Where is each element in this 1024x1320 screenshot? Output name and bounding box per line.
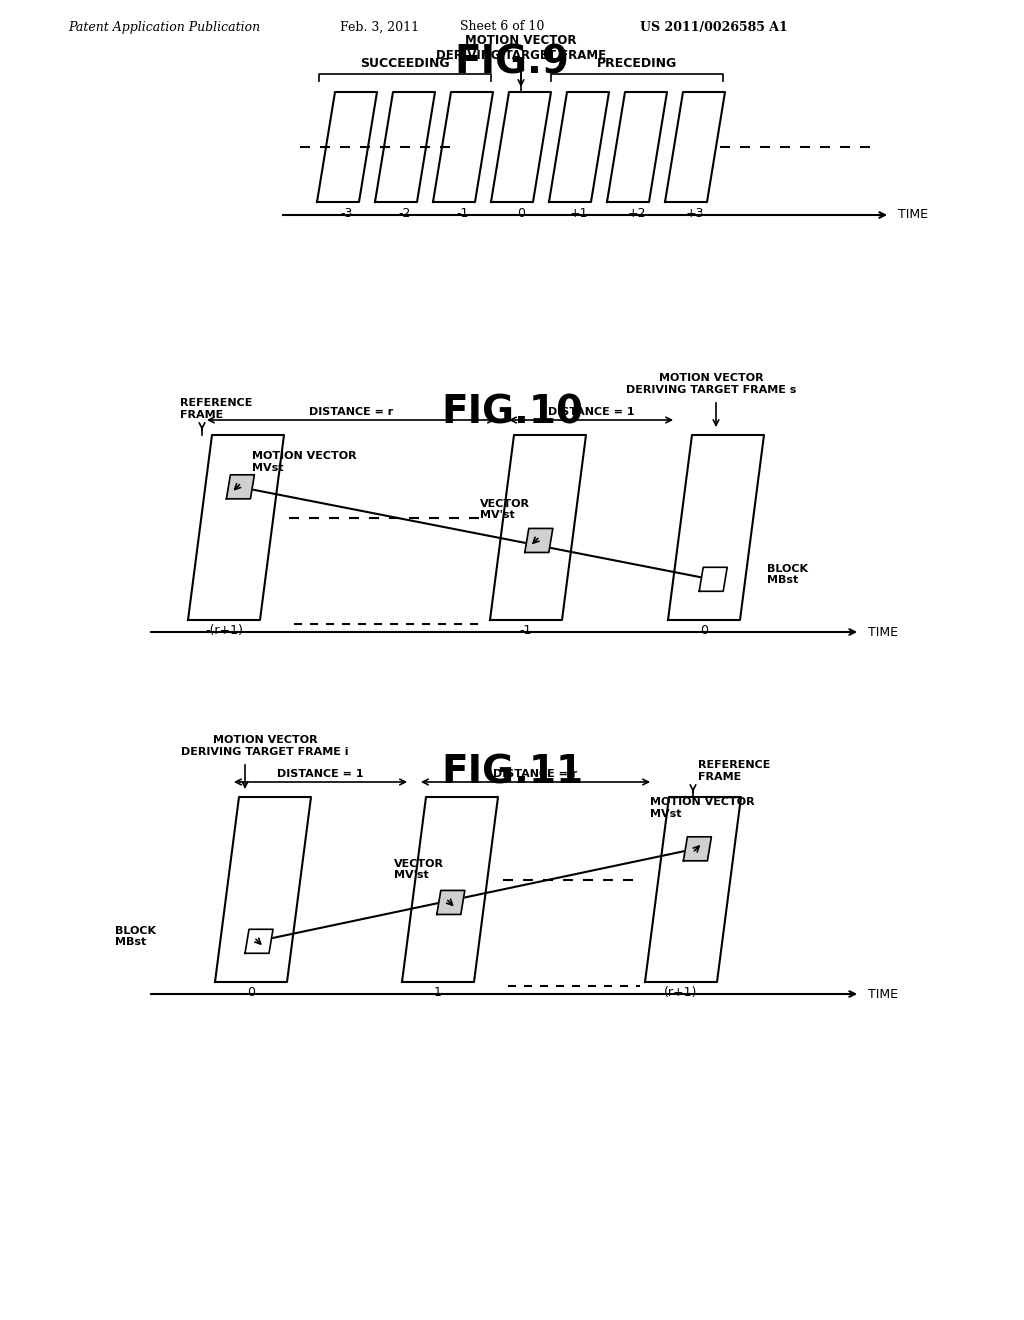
Text: DISTANCE = 1: DISTANCE = 1 xyxy=(548,407,634,417)
Polygon shape xyxy=(245,929,273,953)
Text: MOTION VECTOR
DERIVING TARGET FRAME i: MOTION VECTOR DERIVING TARGET FRAME i xyxy=(181,735,349,756)
Text: -(r+1): -(r+1) xyxy=(205,624,243,638)
Text: FIG.9: FIG.9 xyxy=(455,44,569,81)
Text: FIG.10: FIG.10 xyxy=(441,393,583,432)
Polygon shape xyxy=(665,92,725,202)
Text: DISTANCE = r: DISTANCE = r xyxy=(309,407,393,417)
Polygon shape xyxy=(226,475,254,499)
Polygon shape xyxy=(317,92,377,202)
Text: Patent Application Publication: Patent Application Publication xyxy=(68,21,260,33)
Text: +3: +3 xyxy=(686,207,705,220)
Text: -1: -1 xyxy=(457,207,469,220)
Polygon shape xyxy=(402,797,498,982)
Text: 1: 1 xyxy=(434,986,442,999)
Text: BLOCK
MBst: BLOCK MBst xyxy=(767,564,808,585)
Text: BLOCK
MBst: BLOCK MBst xyxy=(115,925,156,948)
Text: Sheet 6 of 10: Sheet 6 of 10 xyxy=(460,21,545,33)
Text: 0: 0 xyxy=(517,207,525,220)
Text: +1: +1 xyxy=(569,207,588,220)
Text: REFERENCE
FRAME: REFERENCE FRAME xyxy=(180,399,252,420)
Text: +2: +2 xyxy=(628,207,646,220)
Text: SUCCEEDING: SUCCEEDING xyxy=(360,57,450,70)
Polygon shape xyxy=(490,92,551,202)
Text: MOTION VECTOR
DERIVING TARGET FRAME s: MOTION VECTOR DERIVING TARGET FRAME s xyxy=(626,374,797,395)
Polygon shape xyxy=(645,797,741,982)
Text: MOTION VECTOR
MVst: MOTION VECTOR MVst xyxy=(650,797,755,818)
Polygon shape xyxy=(524,528,553,553)
Text: TIME: TIME xyxy=(868,987,898,1001)
Text: PRECEDING: PRECEDING xyxy=(597,57,677,70)
Text: DISTANCE = 1: DISTANCE = 1 xyxy=(278,770,364,779)
Text: DISTANCE = r: DISTANCE = r xyxy=(494,770,578,779)
Text: FIG.11: FIG.11 xyxy=(441,752,583,791)
Polygon shape xyxy=(188,436,284,620)
Polygon shape xyxy=(375,92,435,202)
Polygon shape xyxy=(699,568,727,591)
Text: MOTION VECTOR
MVst: MOTION VECTOR MVst xyxy=(252,451,357,473)
Polygon shape xyxy=(490,436,586,620)
Polygon shape xyxy=(668,436,764,620)
Text: -2: -2 xyxy=(398,207,412,220)
Text: Feb. 3, 2011: Feb. 3, 2011 xyxy=(340,21,419,33)
Text: -3: -3 xyxy=(341,207,353,220)
Text: US 2011/0026585 A1: US 2011/0026585 A1 xyxy=(640,21,787,33)
Polygon shape xyxy=(683,837,712,861)
Text: 0: 0 xyxy=(247,986,255,999)
Text: 0: 0 xyxy=(700,624,708,638)
Polygon shape xyxy=(549,92,609,202)
Text: VECTOR
MV'st: VECTOR MV'st xyxy=(394,859,444,880)
Text: -1: -1 xyxy=(520,624,532,638)
Text: VECTOR
MV'st: VECTOR MV'st xyxy=(480,499,530,520)
Text: TIME: TIME xyxy=(868,626,898,639)
Text: TIME: TIME xyxy=(898,209,928,222)
Text: (r+1): (r+1) xyxy=(665,986,697,999)
Polygon shape xyxy=(215,797,311,982)
Text: REFERENCE
FRAME: REFERENCE FRAME xyxy=(698,760,770,781)
Polygon shape xyxy=(607,92,667,202)
Text: MOTION VECTOR
DERIVING TARGET FRAME: MOTION VECTOR DERIVING TARGET FRAME xyxy=(436,34,606,62)
Polygon shape xyxy=(433,92,493,202)
Polygon shape xyxy=(437,891,465,915)
